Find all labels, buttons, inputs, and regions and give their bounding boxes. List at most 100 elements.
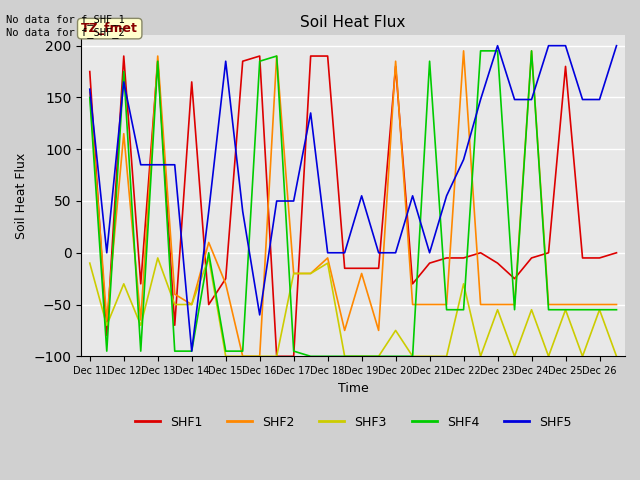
SHF3 [409,353,417,359]
SHF1 [86,69,93,74]
SHF3 [392,327,399,333]
SHF3 [460,281,467,287]
SHF3 [222,353,230,359]
SHF2 [120,131,127,137]
SHF1 [493,260,501,266]
SHF4 [493,48,501,54]
SHF5 [409,193,417,199]
SHF4 [612,307,620,312]
Y-axis label: Soil Heat Flux: Soil Heat Flux [15,153,28,239]
SHF4 [137,348,145,354]
SHF2 [307,271,314,276]
SHF4 [358,353,365,359]
SHF4 [307,353,314,359]
SHF2 [477,301,484,307]
SHF5 [120,79,127,85]
SHF4 [392,353,399,359]
SHF5 [86,86,93,92]
SHF5 [239,208,246,214]
SHF3 [205,255,212,261]
SHF3 [443,353,451,359]
SHF3 [511,353,518,359]
SHF3 [358,353,365,359]
SHF5 [579,96,586,102]
SHF4 [375,353,383,359]
SHF1 [290,353,298,359]
SHF3 [256,353,264,359]
SHF4 [86,95,93,100]
SHF4 [443,307,451,312]
SHF2 [612,301,620,307]
Text: TZ_fmet: TZ_fmet [81,22,138,35]
SHF3 [137,323,145,328]
SHF4 [188,348,196,354]
SHF5 [205,208,212,214]
SHF2 [273,53,280,59]
SHF4 [341,353,349,359]
SHF1 [103,333,111,338]
SHF1 [188,79,196,85]
Line: SHF1: SHF1 [90,56,616,356]
SHF1 [596,255,604,261]
SHF2 [409,301,417,307]
SHF5 [562,43,570,48]
Line: SHF3: SHF3 [90,258,616,356]
SHF1 [120,53,127,59]
SHF4 [171,348,179,354]
SHF2 [324,255,332,261]
SHF4 [154,59,161,64]
SHF2 [579,301,586,307]
SHF5 [171,162,179,168]
SHF2 [545,301,552,307]
SHF3 [239,353,246,359]
SHF4 [120,69,127,74]
SHF1 [392,63,399,69]
SHF3 [103,323,111,328]
SHF1 [511,276,518,282]
SHF1 [324,53,332,59]
Title: Soil Heat Flux: Soil Heat Flux [300,15,406,30]
SHF5 [137,162,145,168]
SHF3 [493,307,501,312]
SHF5 [443,193,451,199]
SHF2 [528,48,536,54]
SHF2 [493,301,501,307]
Text: No data for f_SHF_1
No data for f_SHF_2: No data for f_SHF_1 No data for f_SHF_2 [6,14,125,38]
SHF2 [171,291,179,297]
SHF1 [528,255,536,261]
SHF2 [154,53,161,59]
SHF5 [596,96,604,102]
SHF2 [239,353,246,359]
SHF2 [375,327,383,333]
SHF1 [358,265,365,271]
SHF5 [545,43,552,48]
SHF3 [341,353,349,359]
SHF1 [426,260,433,266]
SHF3 [579,353,586,359]
SHF2 [205,240,212,245]
SHF3 [477,353,484,359]
SHF2 [460,48,467,54]
SHF5 [290,198,298,204]
SHF3 [528,307,536,312]
SHF4 [290,348,298,354]
SHF4 [596,307,604,312]
SHF3 [612,353,620,359]
SHF4 [205,250,212,256]
SHF3 [324,260,332,266]
SHF1 [256,53,264,59]
SHF4 [239,348,246,354]
SHF5 [375,250,383,256]
SHF1 [545,250,552,256]
SHF2 [137,317,145,323]
SHF5 [460,156,467,162]
Line: SHF2: SHF2 [90,51,616,356]
SHF3 [290,271,298,276]
SHF3 [188,301,196,307]
SHF5 [511,96,518,102]
SHF1 [205,301,212,307]
SHF3 [307,271,314,276]
SHF3 [562,307,570,312]
SHF1 [562,63,570,69]
SHF3 [273,353,280,359]
